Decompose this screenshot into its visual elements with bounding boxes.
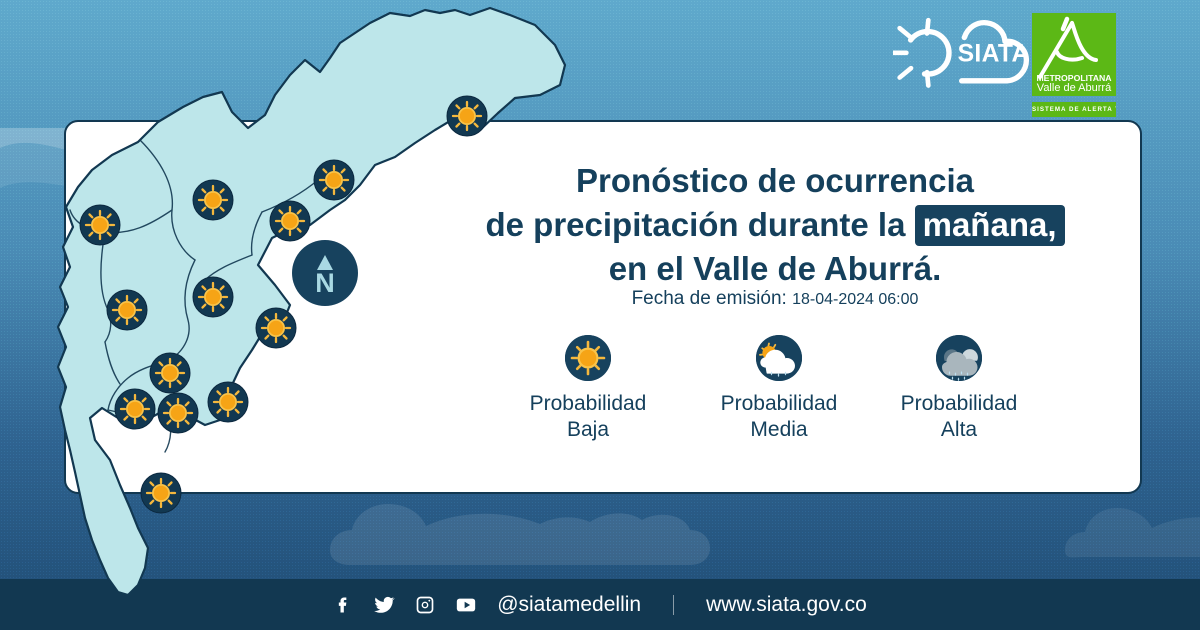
svg-text:SIATA: SIATA [958, 41, 1030, 68]
svg-text:N: N [315, 268, 335, 298]
